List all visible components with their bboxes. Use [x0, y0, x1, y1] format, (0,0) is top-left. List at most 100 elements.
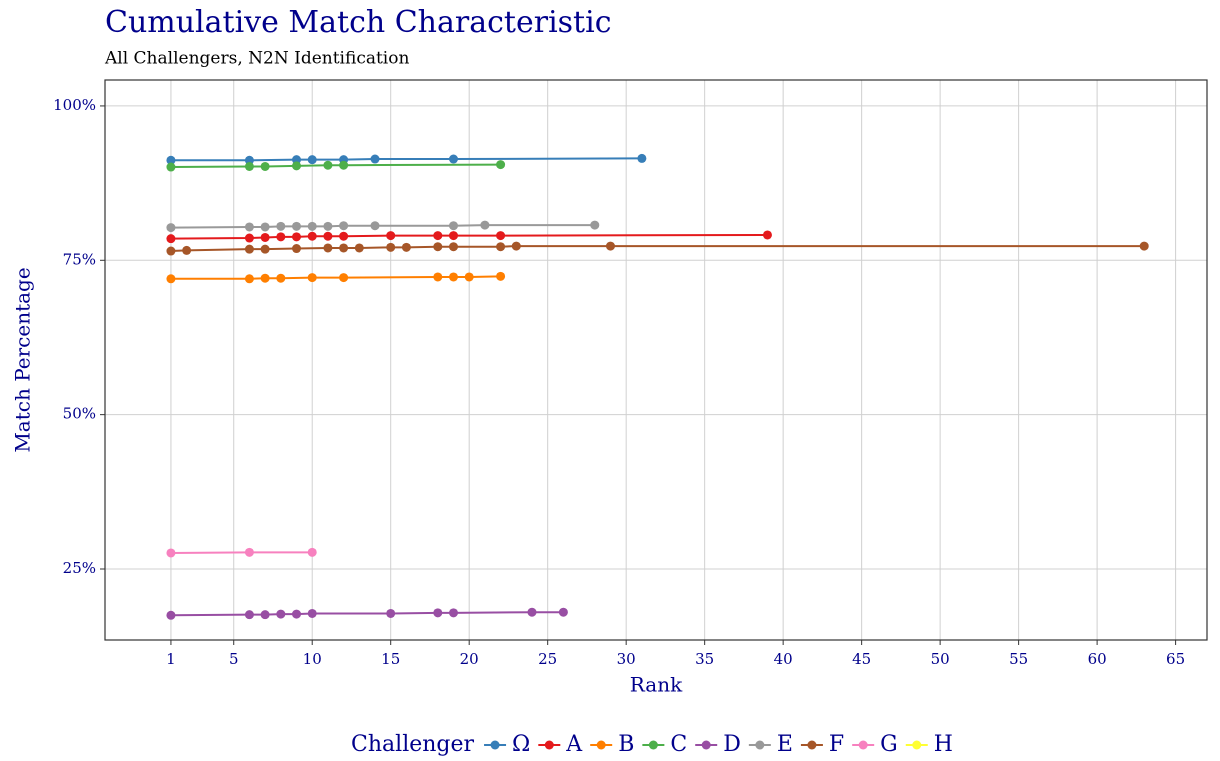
- data-point: [244, 161, 254, 171]
- data-point: [166, 274, 176, 284]
- chart-subtitle: All Challengers, N2N Identification: [104, 49, 409, 69]
- data-point: [464, 272, 474, 282]
- data-point: [244, 233, 254, 243]
- legend-label: G: [880, 732, 898, 757]
- data-point: [558, 607, 568, 617]
- data-point: [323, 231, 333, 241]
- x-tick-label: 35: [695, 650, 714, 668]
- legend-label: C: [670, 732, 687, 757]
- data-point: [276, 221, 286, 231]
- legend-label: H: [934, 732, 953, 757]
- data-point: [496, 231, 506, 241]
- y-tick-label: 100%: [53, 96, 96, 114]
- data-point: [448, 272, 458, 282]
- data-point: [292, 155, 302, 165]
- data-point: [166, 223, 176, 233]
- x-tick-label: 40: [774, 650, 793, 668]
- data-point: [386, 242, 396, 252]
- data-point: [339, 221, 349, 231]
- x-tick-label: 20: [460, 650, 479, 668]
- x-tick-label: 60: [1088, 650, 1107, 668]
- data-point: [166, 162, 176, 172]
- series-line: [170, 275, 501, 280]
- series-line: [170, 157, 642, 162]
- data-point: [260, 222, 270, 232]
- data-point: [527, 607, 537, 617]
- x-tick-label: 5: [229, 650, 239, 668]
- data-point: [244, 244, 254, 254]
- data-point: [511, 241, 521, 251]
- data-point: [339, 243, 349, 253]
- series-line: [170, 224, 595, 229]
- legend-swatch-dot: [912, 740, 922, 750]
- data-point: [448, 608, 458, 618]
- data-point: [448, 242, 458, 252]
- data-point: [433, 272, 443, 282]
- x-axis-title: Rank: [630, 673, 683, 697]
- data-point: [292, 609, 302, 619]
- series-line: [170, 611, 564, 617]
- data-point: [307, 608, 317, 618]
- data-point: [260, 232, 270, 242]
- data-point: [292, 244, 302, 254]
- data-point: [260, 273, 270, 283]
- data-point: [166, 234, 176, 244]
- data-point: [323, 221, 333, 231]
- data-point: [244, 155, 254, 165]
- data-point: [370, 154, 380, 164]
- data-point: [496, 271, 506, 281]
- y-axis-title: Match Percentage: [11, 267, 35, 452]
- data-point: [637, 153, 647, 163]
- data-point: [762, 230, 772, 240]
- data-point: [448, 154, 458, 164]
- data-point: [496, 160, 506, 170]
- data-point: [260, 244, 270, 254]
- data-point: [244, 610, 254, 620]
- legend-label: F: [829, 732, 844, 757]
- data-point: [276, 232, 286, 242]
- data-point: [448, 221, 458, 231]
- data-point: [496, 242, 506, 252]
- legend-label: D: [723, 732, 741, 757]
- legend-swatch-dot: [755, 740, 765, 750]
- legend-swatch-dot: [858, 740, 868, 750]
- data-point: [260, 161, 270, 171]
- data-point: [307, 547, 317, 557]
- data-point: [605, 241, 615, 251]
- plot-frame: [104, 79, 1208, 641]
- data-point: [1139, 241, 1149, 251]
- x-tick-label: 10: [303, 650, 322, 668]
- legend-label: A: [565, 732, 583, 757]
- legend-label: E: [777, 732, 793, 757]
- data-point: [292, 232, 302, 242]
- data-point: [590, 220, 600, 230]
- legend-swatch-dot: [701, 740, 711, 750]
- data-point: [339, 273, 349, 283]
- data-point: [354, 243, 364, 253]
- data-point: [386, 608, 396, 618]
- data-point: [339, 160, 349, 170]
- data-point: [401, 242, 411, 252]
- x-tick-label: 50: [931, 650, 950, 668]
- legend-swatch-dot: [544, 740, 554, 750]
- data-point: [166, 548, 176, 558]
- data-point: [323, 160, 333, 170]
- data-point: [276, 609, 286, 619]
- data-point: [182, 245, 192, 255]
- legend-swatch-dot: [648, 740, 658, 750]
- data-point: [276, 273, 286, 283]
- data-point: [370, 221, 380, 231]
- x-tick-label: 65: [1166, 650, 1185, 668]
- y-tick-label: 75%: [63, 250, 96, 268]
- x-tick-label: 15: [381, 650, 400, 668]
- data-point: [244, 274, 254, 284]
- data-point: [292, 221, 302, 231]
- legend-swatch-dot: [807, 740, 817, 750]
- data-point: [448, 231, 458, 241]
- data-point: [166, 610, 176, 620]
- y-tick-label: 50%: [63, 405, 96, 423]
- x-tick-label: 30: [617, 650, 636, 668]
- legend-swatch-dot: [596, 740, 606, 750]
- series-line: [170, 245, 1145, 253]
